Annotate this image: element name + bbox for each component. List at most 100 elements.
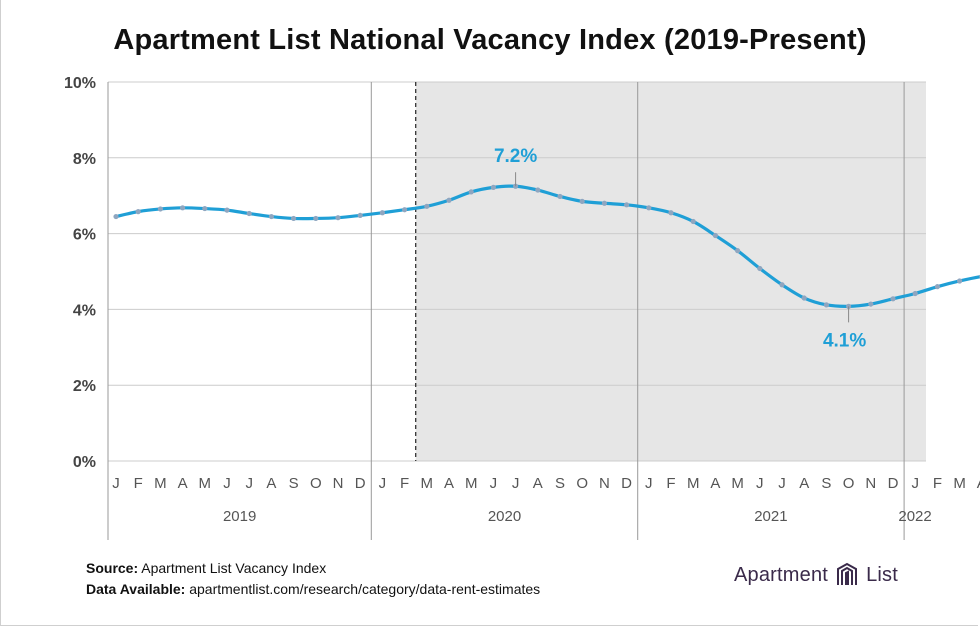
- year-label: 2021: [754, 508, 787, 525]
- y-tick-label: 6%: [73, 227, 96, 244]
- month-tick-label: S: [289, 475, 299, 492]
- data-point: [113, 213, 119, 220]
- data-point: [557, 193, 563, 200]
- logo-word-apartment: Apartment: [734, 563, 829, 586]
- data-point: [823, 302, 830, 308]
- month-tick-label: M: [465, 475, 478, 492]
- month-tick-label: M: [687, 475, 700, 492]
- month-tick-label: J: [245, 475, 253, 492]
- data-point: [801, 295, 807, 301]
- month-tick-label: S: [555, 475, 565, 492]
- data-point: [246, 210, 252, 217]
- month-tick-label: N: [865, 475, 876, 492]
- data-point: [624, 202, 630, 208]
- y-tick-label: 10%: [64, 75, 96, 92]
- data-point: [135, 209, 141, 215]
- month-tick-label: F: [400, 475, 409, 492]
- data-label: 7.2%: [494, 146, 537, 167]
- data-point: [424, 203, 430, 209]
- data-point: [268, 213, 274, 220]
- logo-word-list: List: [866, 563, 899, 586]
- month-tick-label: M: [731, 475, 744, 492]
- month-tick-label: D: [355, 475, 366, 492]
- data-point: [579, 198, 585, 204]
- month-tick-label: A: [444, 475, 454, 492]
- data-point: [668, 210, 674, 216]
- month-tick-label: J: [756, 475, 764, 492]
- data-available-label: Data Available:: [86, 581, 186, 597]
- year-label: 2020: [488, 508, 521, 525]
- month-tick-label: S: [821, 475, 831, 492]
- data-point: [735, 248, 741, 254]
- month-tick-label: J: [223, 475, 231, 492]
- source-text: Apartment List Vacancy Index: [141, 560, 327, 576]
- data-available-text: apartmentlist.com/research/category/data…: [189, 581, 541, 597]
- month-tick-label: M: [154, 475, 167, 492]
- data-point: [468, 189, 474, 195]
- data-point: [957, 278, 963, 284]
- data-point: [535, 187, 541, 193]
- month-tick-label: F: [933, 475, 942, 492]
- month-tick-label: O: [310, 475, 322, 492]
- month-tick-label: M: [953, 475, 966, 492]
- month-tick-label: J: [112, 475, 120, 492]
- month-tick-label: F: [134, 475, 143, 492]
- month-tick-label: A: [266, 475, 276, 492]
- data-point: [601, 200, 608, 206]
- y-tick-label: 0%: [73, 454, 96, 471]
- data-point: [335, 215, 341, 221]
- data-point: [402, 207, 408, 213]
- month-tick-label: M: [199, 475, 212, 492]
- chart-title: Apartment List National Vacancy Index (2…: [113, 24, 867, 56]
- month-tick-label: F: [666, 475, 675, 492]
- data-point: [157, 206, 163, 212]
- y-tick-label: 8%: [73, 151, 96, 168]
- y-tick-label: 2%: [73, 378, 96, 395]
- month-tick-label: J: [379, 475, 387, 492]
- apartment-list-logo: Apartment List: [734, 560, 898, 590]
- data-point: [313, 215, 319, 222]
- month-tick-label: D: [888, 475, 899, 492]
- data-point: [934, 284, 941, 290]
- year-label: 2022: [898, 508, 931, 525]
- data-point: [224, 207, 230, 213]
- source-note: Source: Apartment List Vacancy Index Dat…: [86, 558, 540, 600]
- data-point: [291, 215, 297, 222]
- logo-mark-icon: [837, 562, 858, 585]
- data-point: [646, 205, 652, 211]
- month-tick-label: J: [490, 475, 498, 492]
- year-label: 2019: [223, 508, 256, 525]
- data-point: [868, 301, 874, 307]
- month-tick-label: M: [421, 475, 434, 492]
- data-point: [779, 282, 785, 288]
- month-tick-label: A: [710, 475, 720, 492]
- source-label: Source:: [86, 560, 139, 576]
- month-tick-label: O: [576, 475, 588, 492]
- month-tick-label: N: [333, 475, 344, 492]
- data-point: [379, 210, 385, 216]
- month-tick-label: O: [843, 475, 855, 492]
- y-tick-label: 4%: [73, 302, 96, 319]
- data-point: [180, 205, 186, 211]
- data-point: [712, 232, 719, 239]
- data-point: [490, 184, 496, 190]
- data-point: [446, 197, 452, 203]
- data-point: [912, 290, 918, 297]
- data-label: 4.1%: [823, 330, 866, 351]
- month-tick-label: A: [799, 475, 809, 492]
- month-tick-label: A: [977, 475, 980, 492]
- month-tick-label: D: [621, 475, 632, 492]
- month-tick-label: A: [533, 475, 543, 492]
- month-tick-label: J: [911, 475, 919, 492]
- shaded-region: [415, 82, 926, 461]
- data-point: [690, 218, 696, 225]
- month-tick-label: J: [778, 475, 786, 492]
- month-tick-label: A: [178, 475, 188, 492]
- data-point: [890, 296, 896, 302]
- month-tick-label: N: [599, 475, 610, 492]
- month-tick-label: J: [645, 475, 653, 492]
- data-point: [357, 212, 363, 219]
- month-tick-label: J: [512, 475, 520, 492]
